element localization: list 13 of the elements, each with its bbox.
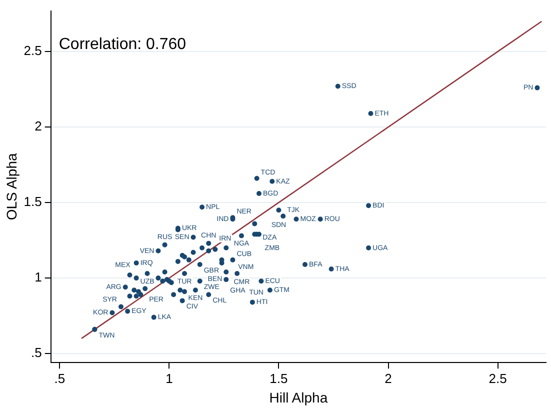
y-tick-label: 1.5 [24, 194, 42, 210]
x-tick-label: 2.5 [488, 370, 507, 386]
x-tick-label: 2 [384, 370, 392, 386]
x-tick-label: 1.5 [270, 370, 288, 386]
x-tick-label: 1 [166, 370, 173, 386]
x-tick-label: .5 [54, 370, 66, 386]
y-axis-title: OLS Alpha [3, 153, 20, 220]
y-tick-label: 2.5 [24, 43, 42, 58]
annotation: Correlation: 0.760 [58, 36, 186, 54]
y-tick-label: .5 [31, 345, 42, 360]
y-tick-label: 1 [34, 270, 42, 285]
y-tick-label: 2 [34, 118, 42, 134]
x-axis-title: Hill Alpha [269, 389, 328, 406]
